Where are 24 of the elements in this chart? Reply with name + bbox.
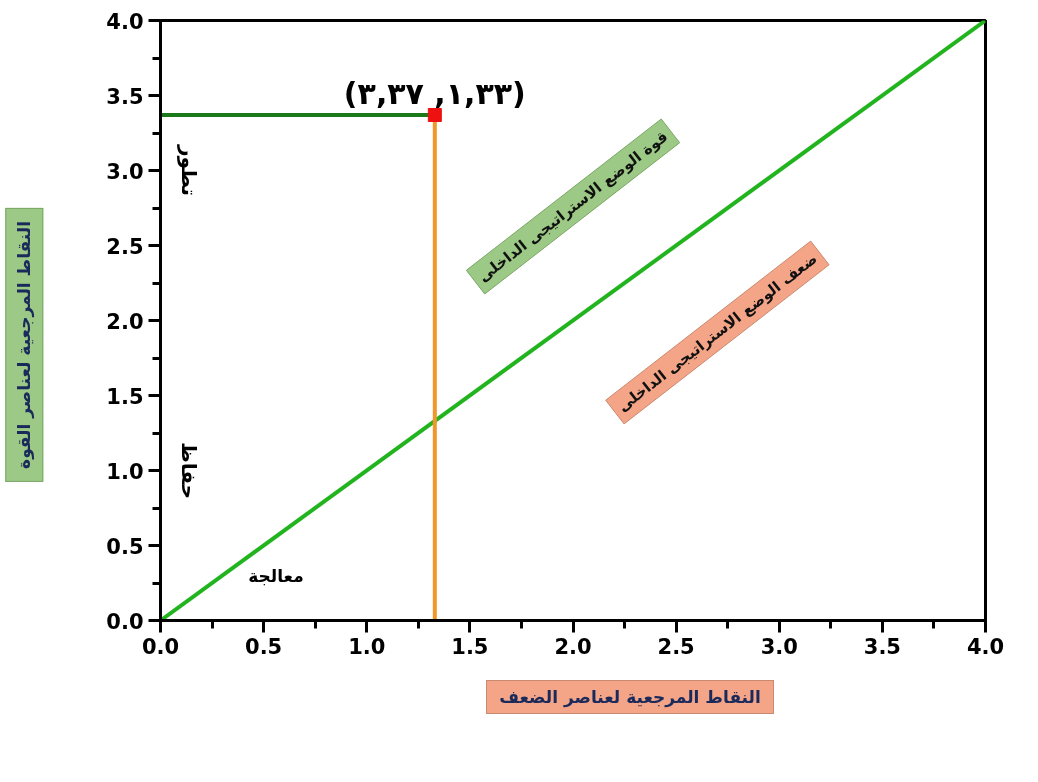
- annotation: معالجة: [248, 565, 304, 586]
- x-tick-label: 1.0: [348, 634, 386, 659]
- y-tick-label: 3.0: [106, 159, 144, 184]
- x-axis-title: النقاط المرجعية لعناصر الضعف: [486, 680, 774, 714]
- y-tick-label: 1.0: [106, 459, 144, 484]
- x-tick-label: 4.0: [966, 634, 1005, 659]
- y-tick-label: 3.5: [106, 84, 144, 109]
- annotation: تطور: [177, 143, 202, 197]
- x-tick-label: 0.0: [141, 634, 180, 659]
- y-tick-label: 2.0: [106, 309, 144, 334]
- y-axis-title: النقاط المرجعية لعناصر القوة: [5, 208, 44, 482]
- x-tick-label: 3.0: [760, 634, 798, 659]
- x-tick-label: 2.0: [554, 634, 592, 659]
- x-tick-label: 0.5: [245, 634, 283, 659]
- y-tick-label: 1.5: [106, 384, 144, 409]
- x-tick-label: 2.5: [657, 634, 695, 659]
- y-tick-label: 4.0: [106, 9, 144, 34]
- y-tick-label: 2.5: [106, 234, 144, 259]
- x-tick-label: 3.5: [863, 634, 901, 659]
- y-tick-label: 0.5: [106, 534, 144, 559]
- annotation: (١,٣٣, ٣,٣٧): [343, 75, 526, 111]
- annotation: حفاظ: [177, 441, 202, 500]
- y-tick-label: 0.0: [106, 609, 144, 634]
- x-tick-label: 1.5: [451, 634, 489, 659]
